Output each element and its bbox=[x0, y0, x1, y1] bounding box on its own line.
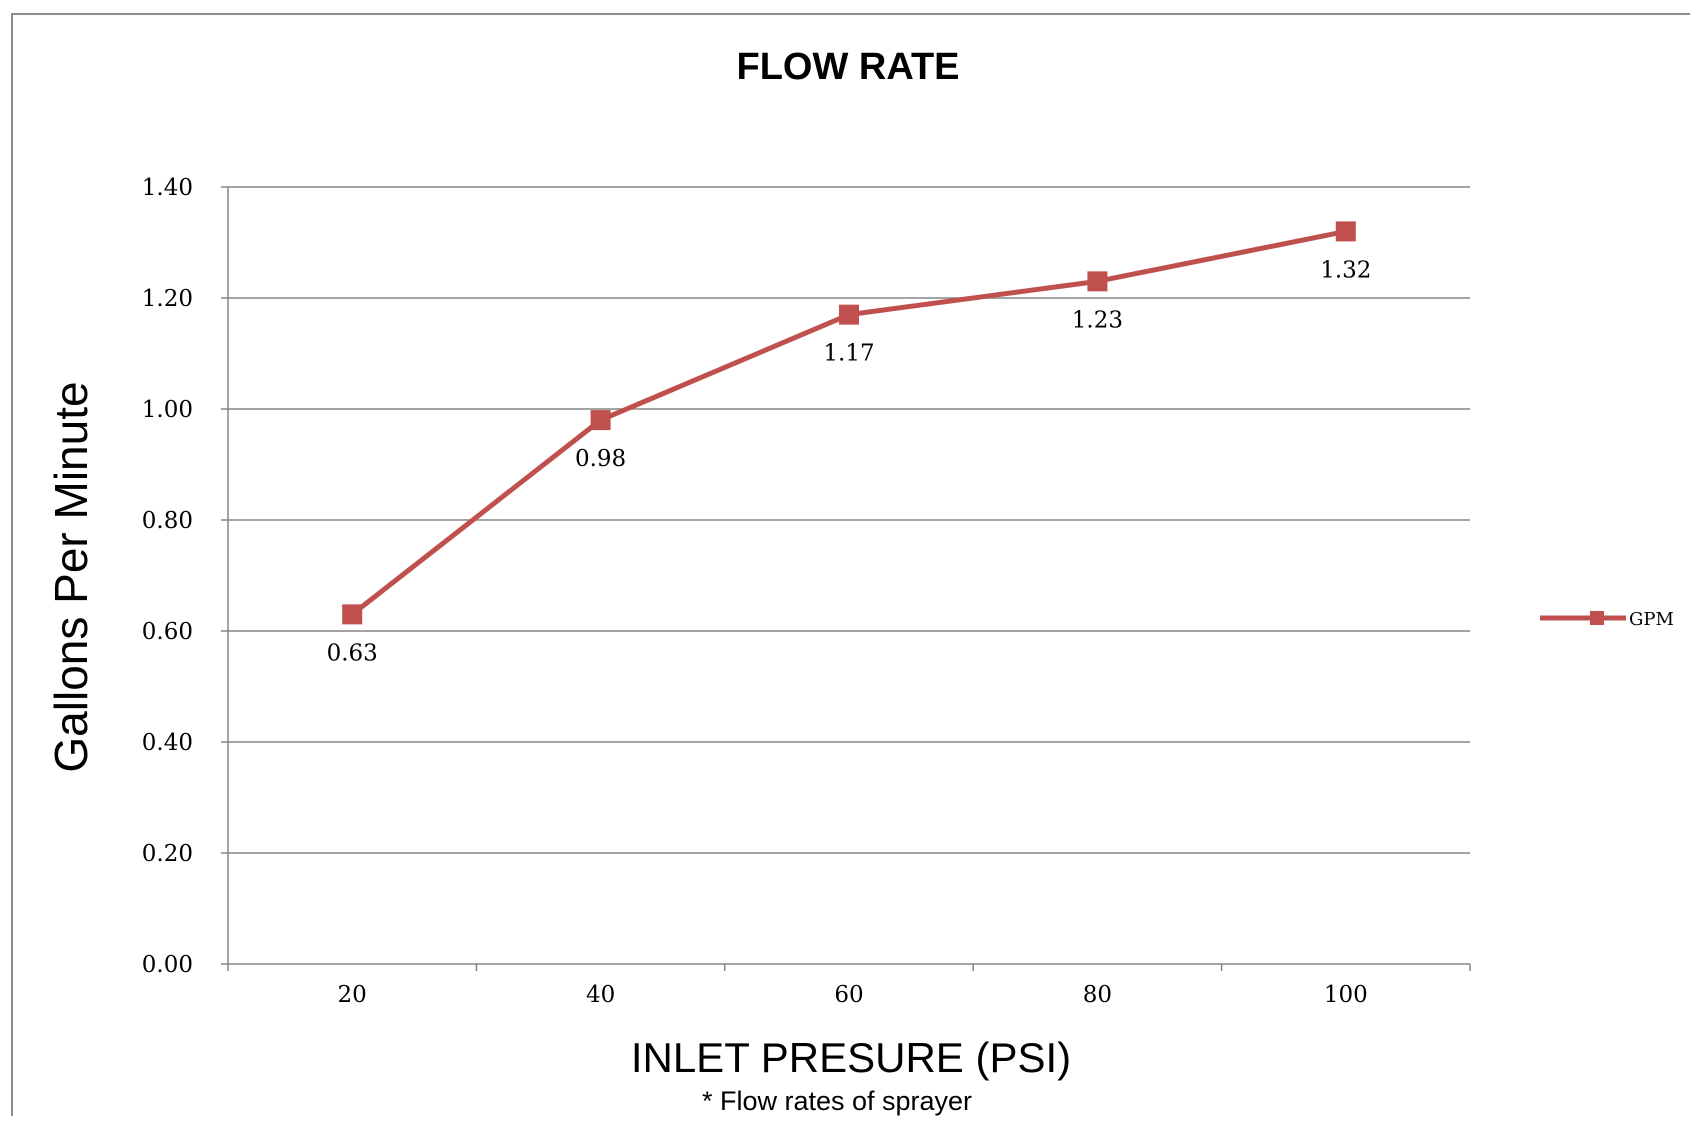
data-label: 1.23 bbox=[1072, 307, 1123, 333]
y-tick-label: 0.20 bbox=[142, 841, 193, 867]
x-tick-label: 80 bbox=[1083, 982, 1112, 1008]
x-tick-label: 60 bbox=[834, 982, 863, 1008]
data-point-marker bbox=[1335, 221, 1356, 242]
chart-title: FLOW RATE bbox=[736, 46, 959, 88]
axes bbox=[221, 186, 1471, 971]
x-tick-label: 20 bbox=[338, 982, 367, 1008]
gridlines bbox=[228, 186, 1470, 854]
y-tick-labels: 0.00 0.20 0.40 0.60 0.80 1.00 1.20 1.40 bbox=[142, 175, 193, 978]
legend: GPM bbox=[1540, 609, 1674, 630]
chart-frame bbox=[11, 13, 1690, 1121]
y-tick-label: 0.40 bbox=[142, 730, 193, 756]
data-point-marker bbox=[590, 410, 611, 431]
x-tick-label: 40 bbox=[586, 982, 615, 1008]
data-point-marker bbox=[1087, 271, 1108, 292]
series-gpm bbox=[342, 221, 1356, 625]
x-axis-label: INLET PRESURE (PSI) bbox=[631, 1034, 1071, 1081]
y-tick-label: 1.40 bbox=[142, 175, 193, 201]
legend-label: GPM bbox=[1629, 609, 1674, 630]
x-tick-label: 100 bbox=[1324, 982, 1368, 1008]
data-label: 1.32 bbox=[1320, 257, 1371, 283]
y-axis-label: Gallons Per Minute bbox=[45, 381, 97, 772]
y-tick-label: 1.00 bbox=[142, 397, 193, 423]
y-tick-label: 0.80 bbox=[142, 508, 193, 534]
data-labels: 0.63 0.98 1.17 1.23 1.32 bbox=[327, 257, 1372, 666]
data-label: 0.63 bbox=[327, 640, 378, 666]
y-tick-label: 0.60 bbox=[142, 619, 193, 645]
data-point-marker bbox=[839, 304, 859, 325]
x-tick-labels: 20 40 60 80 100 bbox=[338, 982, 1368, 1008]
data-label: 1.17 bbox=[823, 341, 874, 367]
legend-marker bbox=[1590, 611, 1604, 625]
data-point-marker bbox=[342, 604, 363, 625]
data-label: 0.98 bbox=[575, 446, 626, 472]
y-tick-label: 0.00 bbox=[142, 952, 193, 978]
footnote: * Flow rates of sprayer bbox=[702, 1086, 972, 1116]
y-tick-label: 1.20 bbox=[142, 286, 193, 312]
